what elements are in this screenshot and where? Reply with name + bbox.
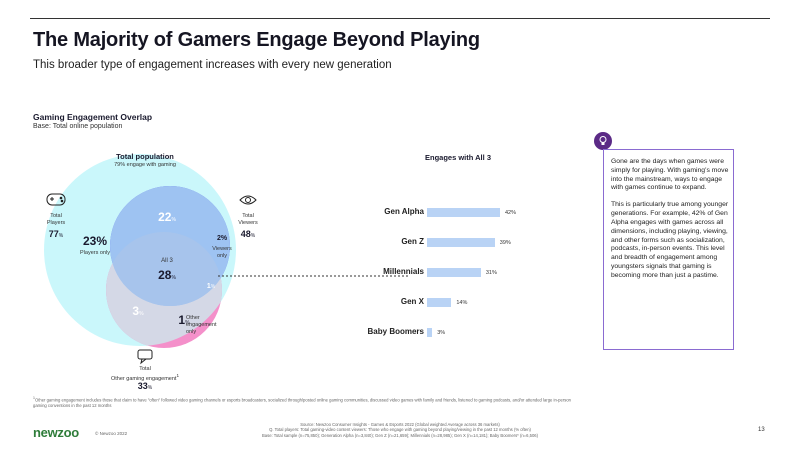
bar: [427, 298, 452, 307]
bar-category-label: Baby Boomers: [367, 327, 424, 336]
viewers-value: 48%: [240, 229, 256, 239]
bar: [427, 268, 481, 277]
page-subtitle: This broader type of engagement increase…: [33, 59, 392, 71]
chat-icon: [137, 349, 153, 365]
players-only-label: Players only: [80, 250, 110, 256]
players-other-value: 3%: [132, 304, 144, 318]
viewers-other-value: 1%: [206, 283, 216, 290]
callout-box: [603, 149, 734, 350]
other-label-footnote-mark: 1: [176, 372, 179, 378]
copyright: © Newzoo 2022: [95, 431, 128, 436]
viewers-label: Total Viewers: [238, 213, 258, 226]
all3-label: All 3: [161, 258, 173, 264]
venn-total-title: Total population: [116, 152, 174, 161]
all3-value: 28%: [158, 268, 176, 282]
bar-category-label: Gen Alpha: [384, 207, 424, 216]
callout-text: Gone are the days when games were simply…: [611, 158, 729, 289]
viewers-only-label: Viewers only: [212, 246, 232, 259]
bar-category-label: Gen Z: [401, 237, 424, 246]
bar-value-label: 39%: [499, 239, 511, 246]
callout-paragraph-2: This is particularly true among younger …: [611, 201, 729, 279]
bar-value-label: 42%: [505, 209, 517, 216]
bar: [427, 238, 495, 247]
callout-paragraph-1: Gone are the days when games were simply…: [611, 158, 729, 192]
other-value: 33%: [137, 381, 153, 391]
page-title: The Majority of Gamers Engage Beyond Pla…: [33, 29, 480, 51]
page-number: 13: [758, 427, 765, 433]
top-rule: [30, 18, 770, 19]
bar-chart-title: Engages with All 3: [425, 153, 491, 162]
bar: [427, 208, 500, 217]
bar-category-label: Gen X: [400, 297, 424, 306]
newzoo-logo: newzoo: [33, 425, 79, 440]
players-viewers-value: 22%: [158, 210, 176, 224]
players-label: Total Players: [46, 213, 66, 226]
players-value: 77%: [48, 229, 64, 239]
section-base: Base: Total online population: [33, 123, 123, 130]
footnote: 1Other gaming engagement includes those …: [33, 396, 571, 408]
bar-value-label: 31%: [485, 269, 497, 276]
venn-all3-overlap: [110, 232, 222, 306]
players-only-value: 23%: [82, 234, 108, 248]
viewers-only-value: 2%: [216, 235, 228, 242]
eye-icon: [239, 195, 257, 205]
other-label: Total Other gaming engagement1: [111, 366, 179, 382]
venn-total-sub: 79% engage with gaming: [114, 162, 176, 168]
other-only-label: Other engagement only: [186, 315, 217, 335]
bar-value-label: 14%: [456, 299, 468, 306]
gamepad-icon: [46, 193, 66, 206]
other-only-value: 1%: [178, 313, 190, 327]
bar: [427, 328, 433, 337]
bar-category-label: Millennials: [383, 267, 424, 276]
bar-value-label: 3%: [437, 329, 446, 336]
source-note: Source: Newzoo Consumer Insights - Games…: [262, 422, 538, 438]
section-title: Gaming Engagement Overlap: [33, 112, 153, 122]
lightbulb-icon: [594, 132, 612, 150]
